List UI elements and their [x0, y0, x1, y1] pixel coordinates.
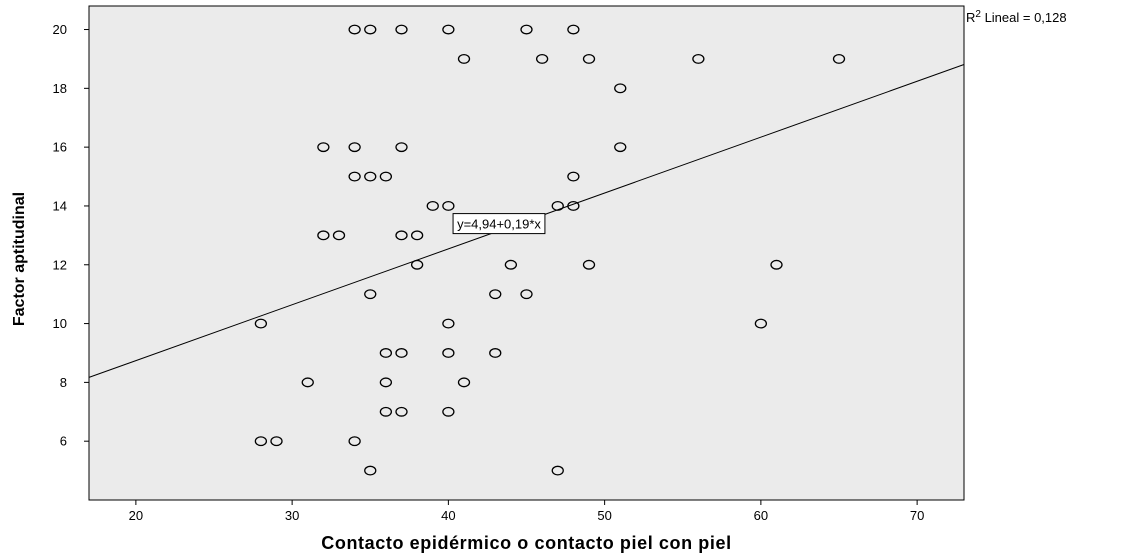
x-tick-label: 30 — [285, 508, 299, 523]
y-tick-label: 20 — [53, 22, 67, 37]
x-tick-label: 50 — [597, 508, 611, 523]
scatter-point — [567, 24, 580, 35]
scatter-point — [410, 230, 424, 241]
scatter-point — [832, 53, 846, 64]
scatter-point — [520, 24, 533, 35]
scatter-point — [614, 83, 627, 94]
y-tick-label: 12 — [53, 257, 67, 272]
equation-label: y=4,94+0,19*x — [457, 217, 541, 232]
scatter-point — [754, 318, 768, 329]
scatter-point — [442, 201, 455, 211]
data-points — [254, 24, 846, 476]
scatter-point — [442, 318, 455, 329]
scatter-point — [395, 24, 408, 35]
scatter-point — [582, 259, 596, 270]
y-axis: 6 8 10 12 14 16 18 20 — [53, 22, 89, 449]
scatter-point — [410, 259, 424, 270]
scatter-point — [254, 436, 268, 447]
scatter-point — [348, 436, 361, 447]
scatter-point — [504, 259, 518, 270]
scatter-point — [364, 465, 377, 476]
scatter-point — [442, 348, 455, 358]
scatter-point — [582, 53, 596, 64]
scatter-point — [489, 289, 502, 300]
scatter-point — [567, 171, 580, 182]
r-squared-suffix: Lineal = 0,128 — [981, 10, 1067, 25]
scatter-point — [348, 171, 361, 182]
scatter-point — [379, 377, 393, 388]
y-tick-label: 10 — [53, 316, 67, 331]
scatter-point — [551, 201, 564, 211]
scatter-point — [551, 465, 564, 476]
scatter-point — [317, 142, 330, 153]
scatter-point — [770, 259, 783, 270]
scatter-point — [301, 377, 314, 388]
y-tick-label: 16 — [53, 140, 67, 155]
scatter-point — [364, 171, 377, 182]
equation-annotation: y=4,94+0,19*x — [452, 213, 546, 235]
y-tick-label: 14 — [53, 198, 67, 213]
x-axis-title: Contacto epidérmico o contacto piel con … — [321, 533, 731, 553]
x-axis: 20 30 40 50 60 70 — [129, 500, 924, 523]
scatter-point — [348, 142, 361, 153]
scatter-point — [317, 230, 330, 241]
y-tick-label: 18 — [53, 81, 67, 96]
x-tick-label: 40 — [441, 508, 455, 523]
scatter-point — [395, 348, 408, 358]
scatter-point — [395, 406, 408, 417]
scatter-point — [567, 201, 580, 211]
scatter-point — [348, 24, 361, 35]
y-tick-label: 8 — [60, 375, 67, 390]
scatter-point — [379, 171, 393, 182]
scatter-point — [442, 406, 455, 417]
scatter-point — [270, 436, 283, 447]
scatter-point — [426, 201, 439, 211]
scatter-point — [364, 24, 377, 35]
plot-area — [88, 5, 965, 501]
scatter-point — [332, 230, 346, 241]
equation-box — [452, 213, 546, 235]
scatter-point — [535, 53, 549, 64]
y-tick-label: 6 — [60, 434, 67, 449]
y-axis-title: Factor aptitudinal — [11, 192, 28, 326]
scatter-point — [364, 289, 377, 300]
scatter-point — [254, 318, 268, 329]
x-tick-label: 70 — [910, 508, 924, 523]
scatter-point — [457, 53, 471, 64]
scatter-point — [395, 142, 408, 153]
scatter-point — [379, 406, 393, 417]
r-squared-prefix: R — [966, 10, 975, 25]
r-squared-label: R2 Lineal = 0,128 — [966, 9, 1067, 25]
scatter-point — [614, 142, 627, 153]
scatter-point — [379, 348, 393, 358]
r-squared-superscript: 2 — [975, 9, 981, 20]
scatter-point — [395, 230, 408, 241]
scatter-point — [489, 348, 502, 358]
scatter-point — [692, 53, 705, 64]
scatter-point — [457, 377, 471, 388]
x-tick-label: 20 — [129, 508, 143, 523]
x-tick-label: 60 — [754, 508, 768, 523]
scatter-point — [520, 289, 533, 300]
scatter-point — [442, 24, 455, 35]
